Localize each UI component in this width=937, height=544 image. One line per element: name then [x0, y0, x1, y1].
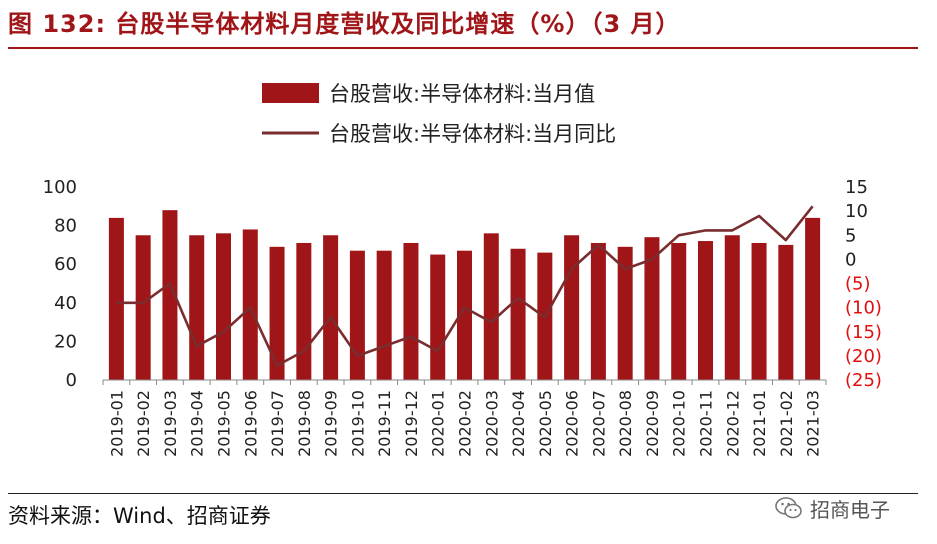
figure-title: 图 132: 台股半导体材料月度营收及同比增速（%）（3 月） [8, 10, 681, 38]
y-right-tick-label: 10 [845, 201, 868, 222]
bar-2020-07 [590, 242, 606, 380]
y-right-tick-label: (10) [845, 298, 882, 319]
x-tick-label: 2020-12 [723, 390, 742, 457]
x-tick-label: 2019-11 [375, 390, 394, 457]
bar-2020-03 [483, 233, 499, 380]
bar-2020-08 [617, 246, 633, 380]
bar-2019-08 [296, 242, 312, 380]
yoy-line [116, 205, 814, 367]
x-tick-label: 2021-01 [750, 390, 769, 457]
x-tick-label: 2020-07 [589, 390, 608, 457]
x-tick-label: 2019-01 [107, 390, 126, 457]
x-tick-label: 2019-03 [161, 390, 180, 457]
x-tick-label: 2020-05 [536, 390, 555, 457]
y-left-tick-label: 60 [54, 254, 77, 275]
x-tick-label: 2019-04 [188, 390, 207, 457]
source-note: 资料来源：Wind、招商证券 [8, 504, 271, 528]
bar-2020-10 [671, 242, 687, 380]
bar-2020-12 [724, 235, 740, 380]
x-tick-label: 2020-03 [482, 390, 501, 457]
title-divider [8, 47, 918, 49]
bar-2019-10 [349, 250, 365, 380]
x-tick-label: 2020-04 [509, 390, 528, 457]
bar-2020-11 [698, 241, 713, 380]
watermark-text: 招商电子 [810, 497, 890, 522]
y-right-tick-label: 0 [845, 249, 856, 270]
bar-2019-02 [135, 235, 151, 380]
bar-2019-04 [189, 235, 205, 380]
x-tick-label: 2020-06 [563, 390, 582, 457]
bar-2021-01 [751, 242, 767, 380]
bar-2019-01 [108, 217, 124, 380]
x-tick-label: 2020-10 [670, 390, 689, 457]
wechat-icon [775, 497, 802, 519]
x-tick-label: 2020-02 [456, 390, 475, 457]
y-right-tick-label: (15) [845, 322, 882, 343]
bar-2020-06 [564, 235, 580, 380]
bar-2021-03 [805, 217, 821, 380]
bar-2020-04 [510, 248, 526, 380]
x-tick-label: 2020-01 [429, 390, 448, 457]
y-right-tick-label: 15 [845, 177, 868, 198]
y-left-tick-label: 100 [43, 177, 77, 198]
x-tick-label: 2021-02 [777, 390, 796, 457]
y-axis-left-ticks: 0 20 40 60 80 100 [43, 177, 77, 391]
bar-2020-01 [430, 254, 446, 380]
legend-label-bar: 台股营收:半导体材料:当月值 [329, 82, 595, 106]
bar-2019-11 [376, 250, 392, 380]
bar-2019-07 [269, 246, 285, 380]
footer-divider [8, 493, 918, 494]
y-right-tick-label: (20) [845, 346, 882, 367]
x-tick-label: 2020-09 [643, 390, 662, 457]
line-series [116, 205, 814, 367]
x-tick-label: 2019-05 [215, 390, 234, 457]
x-tick-label: 2019-12 [402, 390, 421, 457]
y-left-tick-label: 20 [54, 331, 77, 352]
y-left-tick-label: 40 [54, 293, 77, 314]
bar-2019-06 [242, 229, 258, 380]
x-tick-label: 2019-06 [241, 390, 260, 457]
x-tick-label: 2019-07 [268, 390, 287, 457]
bar-2019-12 [403, 242, 419, 380]
y-right-tick-label: 5 [845, 225, 856, 246]
x-tick-label: 2019-02 [134, 390, 153, 457]
bar-series [108, 210, 821, 380]
bar-2021-02 [778, 244, 794, 380]
x-axis-ticks: 2019-01 2019-02 2019-03 2019-04 2019-05 2019-… [107, 390, 822, 457]
bar-2020-09 [644, 237, 660, 380]
x-tick-label: 2020-08 [616, 390, 635, 457]
watermark: 招商电子 [774, 494, 890, 522]
legend-swatch-bar [262, 83, 319, 103]
x-tick-label: 2019-08 [295, 390, 314, 457]
legend-label-line: 台股营收:半导体材料:当月同比 [329, 122, 616, 146]
bar-2019-09 [323, 235, 339, 380]
y-axis-right-ticks: 15 10 5 0 (5) (10) (15) (20) (25) [845, 177, 882, 391]
bar-2020-02 [457, 250, 472, 380]
y-right-tick-label: (25) [845, 370, 882, 391]
bar-2019-03 [162, 210, 178, 380]
y-left-tick-label: 0 [66, 370, 77, 391]
y-right-tick-label: (5) [845, 274, 871, 295]
x-tick-label: 2020-11 [697, 390, 716, 457]
x-tick-label: 2021-03 [804, 390, 823, 457]
x-tick-label: 2019-10 [348, 390, 367, 457]
chart-axes [102, 379, 827, 385]
y-left-tick-label: 80 [54, 216, 77, 237]
bar-2019-05 [216, 233, 231, 380]
x-tick-label: 2019-09 [322, 390, 341, 457]
